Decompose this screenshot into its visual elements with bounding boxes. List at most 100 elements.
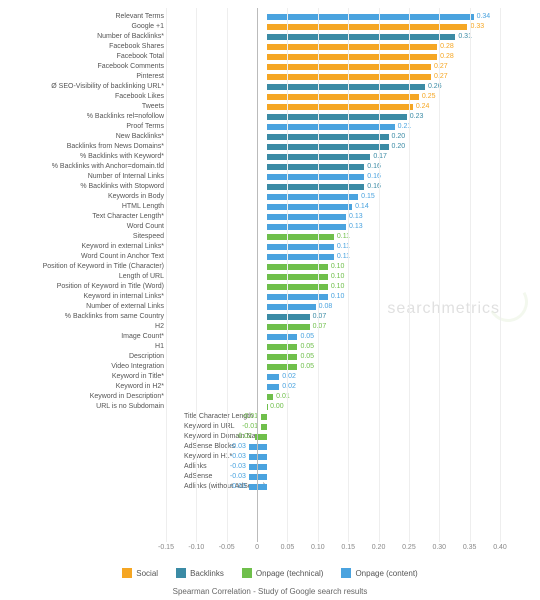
legend-swatch <box>242 568 252 578</box>
bar-row: Keywords in Body0.15 <box>10 192 530 202</box>
bar <box>267 174 364 180</box>
bar <box>267 184 364 190</box>
legend-label: Social <box>136 569 158 578</box>
bar-row: Length of URL0.10 <box>10 272 530 282</box>
bar-row: Position of Keyword in Title (Word)0.10 <box>10 282 530 292</box>
bar <box>267 34 455 40</box>
bar-row: H10.05 <box>10 342 530 352</box>
bar-row: Keyword in H1*-0.03 <box>10 452 530 462</box>
bar-row: Word Count in Anchor Text0.11 <box>10 252 530 262</box>
bar-row: Backlinks from News Domains* 0.20 <box>10 142 530 152</box>
bar-row: AdSense Blocks-0.03 <box>10 442 530 452</box>
bar-value: -0.02 <box>236 432 252 442</box>
bar-row: Keyword in internal Links*0.10 <box>10 292 530 302</box>
bar <box>267 44 437 50</box>
bar-label: Image Count* <box>10 332 170 342</box>
x-tick: -0.10 <box>188 544 204 551</box>
legend-swatch <box>176 568 186 578</box>
bar-label: Tweets <box>10 102 170 112</box>
bar-value: 0.07 <box>313 312 327 322</box>
bar-value: 0.28 <box>440 42 454 52</box>
x-tick: 0 <box>255 544 259 551</box>
bar-label: % Backlinks from same Country <box>10 312 170 322</box>
bar <box>267 164 364 170</box>
bar-value: 0.20 <box>392 142 406 152</box>
x-tick: 0.40 <box>493 544 507 551</box>
bar-value: -0.03 <box>230 482 246 492</box>
bar-value: 0.34 <box>477 12 491 22</box>
bar-label: Facebook Comments <box>10 62 170 72</box>
gridline <box>318 8 319 542</box>
bar <box>267 234 334 240</box>
bar-value: 0.10 <box>331 292 345 302</box>
gridline <box>348 8 349 542</box>
gridline <box>409 8 410 542</box>
bar <box>267 194 358 200</box>
bar-label: Sitespeed <box>10 232 170 242</box>
bar-value: 0.23 <box>410 112 424 122</box>
gridline <box>196 8 197 542</box>
bar <box>267 344 297 350</box>
bar-row: Facebook Total 0.28 <box>10 52 530 62</box>
bar-value: 0.13 <box>349 222 363 232</box>
bar-row: Image Count* 0.05 <box>10 332 530 342</box>
bar <box>261 414 267 420</box>
bar <box>267 304 316 310</box>
bar <box>267 404 268 410</box>
bar-row: Keyword in external Links*0.11 <box>10 242 530 252</box>
bar-value: 0.05 <box>300 332 314 342</box>
x-tick: 0.20 <box>372 544 386 551</box>
bar-value: -0.01 <box>242 422 258 432</box>
bar-value: 0.14 <box>355 202 369 212</box>
bar-value: 0.02 <box>282 372 296 382</box>
bar <box>267 84 425 90</box>
bar-value: -0.03 <box>230 462 246 472</box>
bar-row: Sitespeed0.11 <box>10 232 530 242</box>
bar-label: Word Count <box>10 222 170 232</box>
bar-label: Facebook Total <box>10 52 170 62</box>
bar <box>267 54 437 60</box>
legend: SocialBacklinksOnpage (technical)Onpage … <box>0 568 540 578</box>
bar-value: 0.05 <box>300 362 314 372</box>
bar-value: 0.27 <box>434 62 448 72</box>
gridline <box>287 8 288 542</box>
bar-row: % Backlinks from same Country 0.07 <box>10 312 530 322</box>
bar-row: Facebook Comments 0.27 <box>10 62 530 72</box>
bar-label: % Backlinks with Anchor=domain.tld <box>10 162 170 172</box>
bar-value: -0.01 <box>242 412 258 422</box>
bar-label: Relevant Terms <box>10 12 170 22</box>
bar-row: Word Count 0.13 <box>10 222 530 232</box>
legend-label: Backlinks <box>190 569 224 578</box>
bar-value: 0.25 <box>422 92 436 102</box>
bar-value: 0.07 <box>313 322 327 332</box>
bar <box>267 204 352 210</box>
bar-row: Text Character Length*0.13 <box>10 212 530 222</box>
bar-label: Number of Internal Links <box>10 172 170 182</box>
bar-label: Length of URL <box>10 272 170 282</box>
bar <box>267 214 346 220</box>
bar-row: Adlinks (without AdSense)-0.03 <box>10 482 530 492</box>
bar-label: Pinterest <box>10 72 170 82</box>
legend-swatch <box>341 568 351 578</box>
bar-label: Number of Backlinks* <box>10 32 170 42</box>
bar-row: Position of Keyword in Title (Character)… <box>10 262 530 272</box>
x-tick: 0.35 <box>463 544 477 551</box>
bar-value: 0.28 <box>440 52 454 62</box>
bar-label: H2 <box>10 322 170 332</box>
legend-label: Onpage (technical) <box>256 569 324 578</box>
bar-value: 0.24 <box>416 102 430 112</box>
x-tick: -0.15 <box>158 544 174 551</box>
bar-value: 0.10 <box>331 282 345 292</box>
gridline <box>227 8 228 542</box>
bar <box>267 94 419 100</box>
legend-item: Social <box>122 568 158 578</box>
bar-row: New Backlinks*0.20 <box>10 132 530 142</box>
bar-label: Backlinks from News Domains* <box>10 142 170 152</box>
bar-label: Facebook Shares <box>10 42 170 52</box>
bar-row: Ø SEO-Visibility of backlinking URL*0.26 <box>10 82 530 92</box>
bar-label: Keyword in Description* <box>10 392 170 402</box>
bar-label: Keyword in Title* <box>10 372 170 382</box>
bar <box>267 14 473 20</box>
bar-value: 0.27 <box>434 72 448 82</box>
bar-value: 0.02 <box>282 382 296 392</box>
